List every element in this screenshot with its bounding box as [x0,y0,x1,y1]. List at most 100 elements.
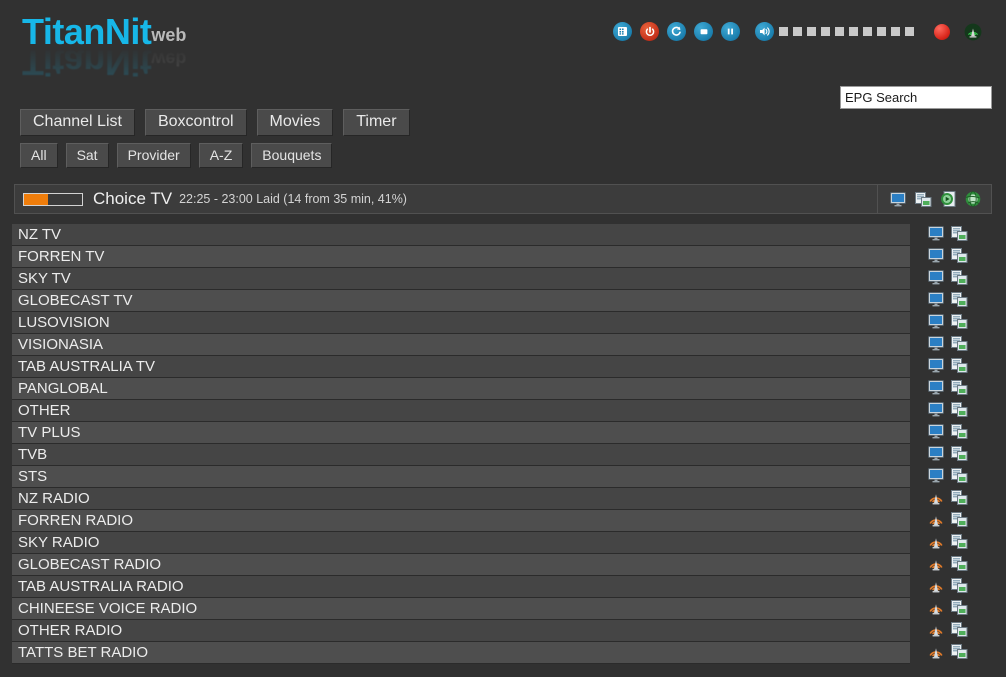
duplicate-icon[interactable] [951,226,968,241]
duplicate-icon[interactable] [951,424,968,439]
stop-icon[interactable] [694,22,713,41]
globe-icon[interactable] [965,191,981,207]
duplicate-icon[interactable] [951,314,968,329]
radio-icon[interactable] [928,578,945,593]
volume-bar[interactable] [863,27,872,36]
channel-row[interactable]: STS [0,466,1006,488]
duplicate-icon[interactable] [951,270,968,285]
duplicate-icon[interactable] [951,358,968,373]
tab-movies[interactable]: Movies [256,109,334,136]
channel-row-background [12,598,910,620]
duplicate-icon[interactable] [951,490,968,505]
power-icon[interactable] [640,22,659,41]
tv-monitor-icon[interactable] [928,314,945,329]
epg-search-input[interactable] [840,86,992,109]
volume-bar[interactable] [821,27,830,36]
volume-bar[interactable] [835,27,844,36]
duplicate-icon[interactable] [951,600,968,615]
tab-boxcontrol[interactable]: Boxcontrol [144,109,247,136]
volume-bar[interactable] [877,27,886,36]
channel-row-actions [928,248,968,263]
volume-bar[interactable] [793,27,802,36]
volume-bar[interactable] [905,27,914,36]
filter-tab-sat[interactable]: Sat [65,143,109,169]
radio-icon[interactable] [928,490,945,505]
duplicate-icon[interactable] [951,402,968,417]
channel-row[interactable]: FORREN TV [0,246,1006,268]
radio-icon[interactable] [928,622,945,637]
tab-channel-list[interactable]: Channel List [20,109,135,136]
channel-row[interactable]: TATTS BET RADIO [0,642,1006,664]
duplicate-icon[interactable] [951,292,968,307]
radio-icon[interactable] [928,534,945,549]
duplicate-icon[interactable] [951,578,968,593]
tv-monitor-icon[interactable] [928,248,945,263]
duplicate-icon[interactable] [951,556,968,571]
duplicate-icon[interactable] [915,191,932,207]
channel-row[interactable]: VISIONASIA [0,334,1006,356]
filter-tab-a-z[interactable]: A-Z [198,143,244,169]
volume-control[interactable] [755,22,914,41]
channel-row[interactable]: CHINEESE VOICE RADIO [0,598,1006,620]
channel-row[interactable]: TV PLUS [0,422,1006,444]
duplicate-icon[interactable] [951,534,968,549]
channel-row[interactable]: SKY TV [0,268,1006,290]
radio-icon[interactable] [928,556,945,571]
channel-row[interactable]: NZ TV [0,224,1006,246]
channel-row[interactable]: LUSOVISION [0,312,1006,334]
channel-row[interactable]: SKY RADIO [0,532,1006,554]
stream-file-icon[interactable] [940,191,957,207]
duplicate-icon[interactable] [951,622,968,637]
filter-tab-provider[interactable]: Provider [116,143,191,169]
radio-icon[interactable] [928,600,945,615]
volume-bar[interactable] [891,27,900,36]
radio-icon[interactable] [928,644,945,659]
tv-monitor-icon[interactable] [928,292,945,307]
duplicate-icon[interactable] [951,446,968,461]
channel-row[interactable]: TAB AUSTRALIA RADIO [0,576,1006,598]
channel-row[interactable]: OTHER RADIO [0,620,1006,642]
speaker-icon[interactable] [755,22,774,41]
radio-icon[interactable] [928,512,945,527]
channel-row[interactable]: FORREN RADIO [0,510,1006,532]
channel-row[interactable]: PANGLOBAL [0,378,1006,400]
refresh-icon[interactable] [667,22,686,41]
duplicate-icon[interactable] [951,644,968,659]
channel-row[interactable]: GLOBECAST TV [0,290,1006,312]
tv-monitor-icon[interactable] [928,446,945,461]
channel-row-label: SKY RADIO [18,534,100,551]
tv-monitor-icon[interactable] [928,336,945,351]
volume-bar[interactable] [849,27,858,36]
duplicate-icon[interactable] [951,248,968,263]
channel-row[interactable]: GLOBECAST RADIO [0,554,1006,576]
filter-tab-all[interactable]: All [20,143,58,169]
tv-monitor-icon[interactable] [928,380,945,395]
screen-icon[interactable] [890,191,907,207]
channel-row-background [12,422,910,444]
tv-monitor-icon[interactable] [928,402,945,417]
tv-monitor-icon[interactable] [928,226,945,241]
channel-row-background [12,642,910,664]
duplicate-icon[interactable] [951,468,968,483]
duplicate-icon[interactable] [951,336,968,351]
channel-row[interactable]: TAB AUSTRALIA TV [0,356,1006,378]
channel-row-actions [928,534,968,549]
tab-timer[interactable]: Timer [343,109,410,136]
channel-row[interactable]: OTHER [0,400,1006,422]
channel-row[interactable]: TVB [0,444,1006,466]
antenna-signal-icon[interactable] [964,23,982,41]
duplicate-icon[interactable] [951,512,968,527]
volume-bar[interactable] [779,27,788,36]
channel-row[interactable]: NZ RADIO [0,488,1006,510]
tv-monitor-icon[interactable] [928,270,945,285]
tv-monitor-icon[interactable] [928,468,945,483]
tv-monitor-icon[interactable] [928,424,945,439]
record-dot-icon[interactable] [934,23,950,40]
volume-bar[interactable] [807,27,816,36]
duplicate-icon[interactable] [951,380,968,395]
filter-tab-bouquets[interactable]: Bouquets [251,143,333,169]
volume-level-bars[interactable] [779,27,914,36]
tv-monitor-icon[interactable] [928,358,945,373]
keypad-icon[interactable] [613,22,632,41]
pause-icon[interactable] [721,22,740,41]
